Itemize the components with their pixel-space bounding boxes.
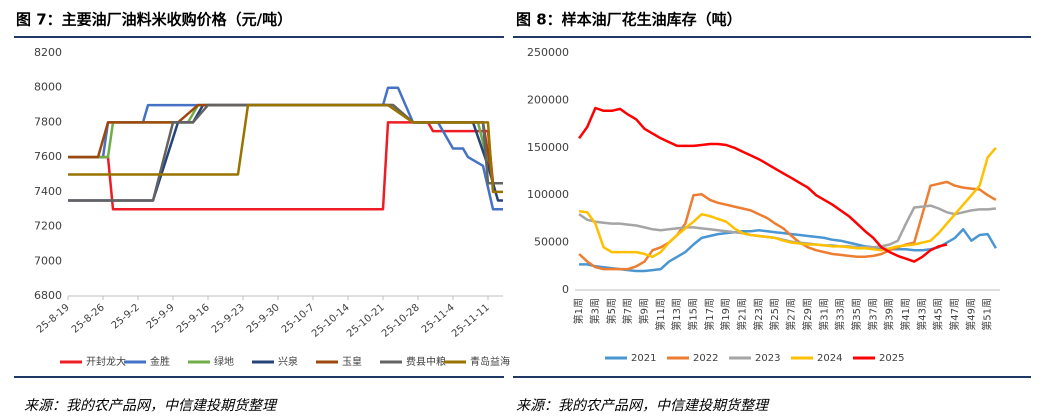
legend-label: 青岛益海: [470, 355, 510, 368]
series-line: [578, 146, 997, 259]
legend-label: 2022: [693, 353, 718, 364]
y-tick-label: 7800: [34, 115, 62, 128]
x-tick-label: 25-8-19: [35, 302, 72, 336]
series-line: [68, 103, 503, 194]
x-tick-label: 25-9-23: [210, 302, 247, 336]
x-tick-label: 25-11-11: [450, 302, 492, 340]
x-tick-label: 第35周: [850, 298, 863, 331]
x-tick-label: 25-9-30: [245, 302, 282, 336]
y-tick-label: 8000: [34, 81, 62, 94]
y-tick-label: 250000: [527, 46, 569, 59]
x-tick-label: 第9周: [637, 298, 650, 324]
y-tick-label: 7400: [34, 185, 62, 198]
y-tick-label: 7600: [34, 150, 62, 163]
series-line: [68, 121, 503, 211]
chart-title: 图 7：主要油厂油料米收购价格（元/吨）: [16, 11, 292, 29]
source: 来源：我的农产品网，中信建投期货整理: [24, 398, 278, 414]
legend-label: 2025: [879, 353, 904, 364]
x-tick-label: 第13周: [670, 298, 683, 331]
y-tick-label: 200000: [527, 93, 569, 106]
y-tick-label: 7200: [34, 220, 62, 233]
x-tick-label: 第33周: [834, 298, 847, 331]
x-tick-label: 第29周: [801, 298, 814, 331]
legend-label: 玉皇: [342, 355, 362, 368]
x-tick-label: 25-9-16: [175, 302, 212, 336]
x-tick-label: 25-10-28: [380, 302, 422, 340]
y-tick-label: 0: [562, 283, 569, 296]
legend-label: 2024: [817, 353, 842, 364]
x-tick-label: 第5周: [605, 298, 618, 324]
x-tick-label: 第1周: [572, 298, 585, 324]
x-tick-label: 25-9-9: [145, 302, 177, 331]
x-tick-label: 第19周: [719, 298, 732, 331]
legend-label: 2021: [631, 353, 656, 364]
x-tick-label: 第47周: [948, 298, 961, 331]
legend-label: 2023: [755, 353, 780, 364]
x-tick-label: 第49周: [964, 298, 977, 331]
x-tick-label: 第17周: [703, 298, 716, 331]
x-tick-label: 25-10-14: [310, 302, 352, 340]
series-line: [68, 103, 503, 185]
legend-label: 绿地: [214, 355, 234, 368]
x-tick-label: 第3周: [588, 298, 601, 324]
y-tick-label: 6800: [34, 289, 62, 302]
x-tick-label: 25-10-21: [345, 302, 387, 340]
x-tick-label: 第31周: [817, 298, 830, 331]
legend-label: 金胜: [150, 355, 170, 368]
x-tick-label: 第7周: [621, 298, 634, 324]
y-tick-label: 50000: [534, 236, 569, 249]
x-tick-label: 25-9-2: [110, 302, 142, 331]
x-tick-label: 第27周: [785, 298, 798, 331]
series-line: [68, 103, 503, 202]
x-tick-label: 第15周: [687, 298, 700, 331]
y-tick-label: 8200: [34, 46, 62, 59]
x-tick-label: 25-8-26: [70, 302, 107, 336]
x-tick-label: 第21周: [736, 298, 749, 331]
x-tick-label: 第25周: [768, 298, 781, 331]
legend-label: 兴泉: [278, 355, 298, 368]
chart-title: 图 8：样本油厂花生油库存（吨）: [516, 11, 742, 29]
legend-label: 开封龙大: [86, 355, 126, 368]
x-tick-label: 第41周: [899, 298, 912, 331]
y-tick-label: 100000: [527, 188, 569, 201]
x-tick-label: 第23周: [752, 298, 765, 331]
y-tick-label: 150000: [527, 141, 569, 154]
series-line: [578, 106, 948, 263]
x-tick-label: 第45周: [932, 298, 945, 331]
series-line: [68, 103, 503, 202]
legend-label: 费县中粮: [406, 355, 446, 368]
source: 来源：我的农产品网，中信建投期货整理: [516, 398, 770, 414]
x-tick-label: 第11周: [654, 298, 667, 331]
x-tick-label: 第43周: [915, 298, 928, 331]
x-tick-label: 第39周: [883, 298, 896, 331]
series-line: [68, 103, 503, 185]
y-tick-label: 7000: [34, 254, 62, 267]
x-tick-label: 第37周: [866, 298, 879, 331]
x-tick-label: 第51周: [981, 298, 994, 331]
